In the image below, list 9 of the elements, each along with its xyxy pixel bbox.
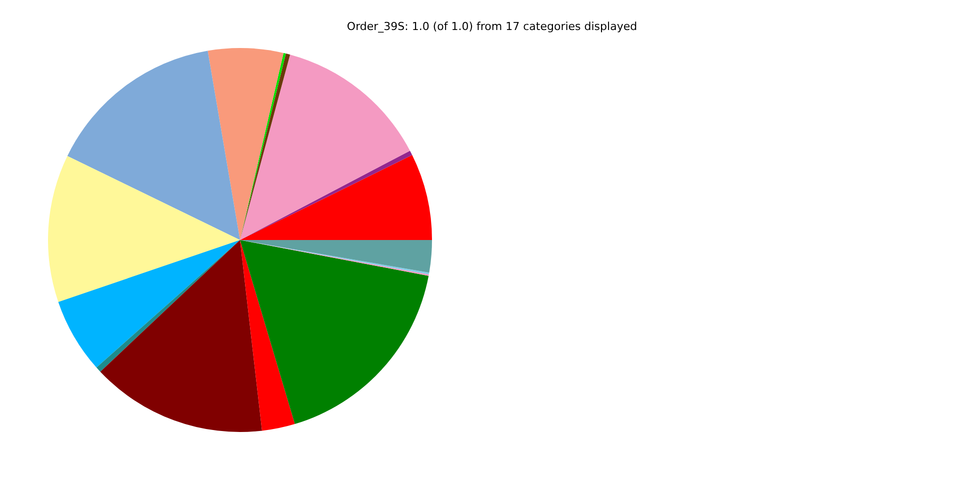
text: Order_39S: 1.0 (of 1.0) from 17 categories displayed [346, 20, 638, 33]
pie-slice [67, 50, 240, 240]
pie-slice [48, 156, 240, 302]
pie-slice [208, 48, 284, 240]
pie-slice [240, 240, 429, 424]
pie-slice [58, 240, 240, 368]
pie-slice [240, 54, 410, 240]
pie-slice [240, 240, 295, 431]
pie-slice [100, 240, 262, 432]
